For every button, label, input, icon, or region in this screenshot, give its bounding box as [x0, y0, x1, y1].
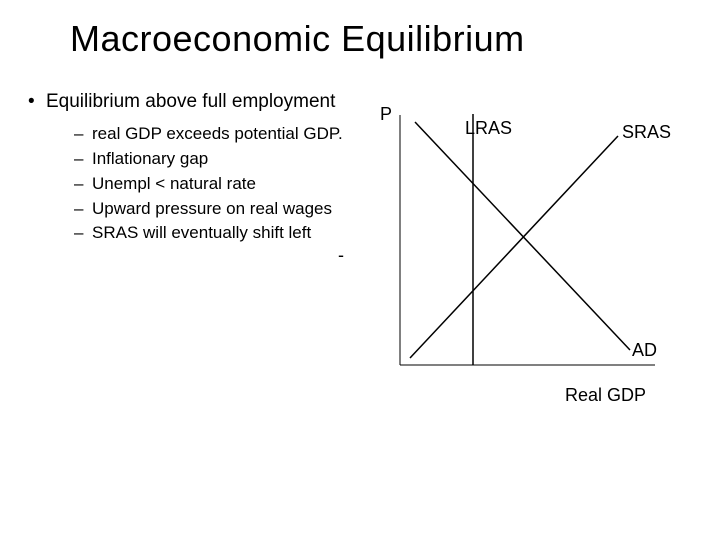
sras-curve [410, 136, 618, 358]
sub-bullet: SRAS will eventually shift left [74, 222, 360, 245]
dash-marker: - [338, 245, 344, 266]
ad-label: AD [632, 340, 657, 361]
text-column: Equilibrium above full employment real G… [0, 90, 360, 420]
sub-bullet: Inflationary gap [74, 148, 360, 171]
content-area: Equilibrium above full employment real G… [0, 60, 720, 420]
lras-label: LRAS [465, 118, 512, 139]
sub-bullet-list: real GDP exceeds potential GDP. Inflatio… [28, 121, 360, 246]
slide-title: Macroeconomic Equilibrium [0, 0, 720, 60]
axis-label-x: Real GDP [565, 385, 646, 406]
ad-curve [415, 122, 630, 350]
chart-area: - P LRAS SRAS AD Real GDP [360, 90, 700, 420]
sras-label: SRAS [622, 122, 671, 143]
sub-bullet: Upward pressure on real wages [74, 198, 360, 221]
sub-bullet: Unempl < natural rate [74, 173, 360, 196]
sub-bullet: real GDP exceeds potential GDP. [74, 123, 360, 146]
bullet-main: Equilibrium above full employment [28, 90, 360, 115]
